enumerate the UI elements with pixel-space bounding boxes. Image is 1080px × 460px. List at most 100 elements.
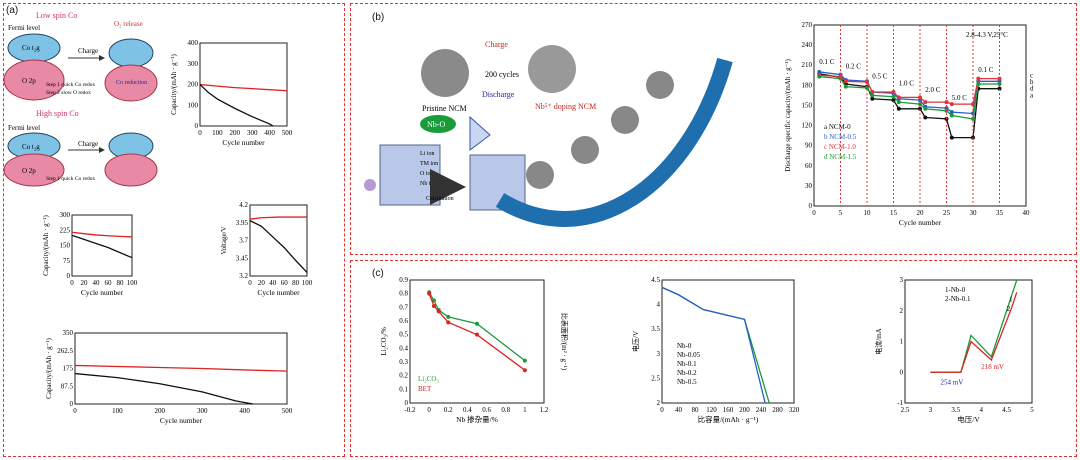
b-schematic: Charge 200 cycles Discharge Pristine NCM… xyxy=(364,40,733,227)
series-line xyxy=(249,216,307,220)
y-tick-label: 120 xyxy=(802,122,813,130)
x-axis-label: 电压/V xyxy=(957,414,980,424)
legend-entry: Nb-0.2 xyxy=(677,369,697,377)
nb-source xyxy=(364,179,376,191)
data-point xyxy=(896,95,901,100)
chart-c3: 2.5 3 3.5 4 4.5 5-10123电压/V电流/mA1-Nb-02-Nb-0.… xyxy=(874,276,1034,424)
rate-label: 5.0 C xyxy=(952,94,968,102)
legend-entry: Nb-0 xyxy=(677,342,692,350)
x-axis-label: Cycle number xyxy=(222,138,265,147)
y-tick-label: 3.45 xyxy=(236,254,249,262)
data-point xyxy=(865,86,869,91)
plot-frame xyxy=(74,332,288,405)
side-label: d xyxy=(1030,85,1034,93)
b-discharge: Discharge xyxy=(482,90,515,99)
x-tick-label: 4 xyxy=(979,406,983,414)
series-line xyxy=(71,234,133,259)
x-tick-label: 0.6 xyxy=(482,406,491,414)
legend-entry: Nb-0.05 xyxy=(677,351,701,359)
x-tick-label: 300 xyxy=(247,129,258,137)
y-tick-label: 0.5 xyxy=(399,331,408,339)
charge-2: Charge xyxy=(78,140,98,148)
rate-label: 0.5 C xyxy=(872,73,888,81)
series-line xyxy=(819,74,1000,105)
x-tick-label: 400 xyxy=(264,129,275,137)
x-tick-label: 3.5 xyxy=(951,406,960,414)
series-line xyxy=(71,231,133,238)
y-tick-label: 150 xyxy=(60,242,71,250)
x-tick-label: 80 xyxy=(692,406,700,414)
x-axis-label: Cycle number xyxy=(160,416,203,425)
b-doped: Nb⁵⁺ doping NCM xyxy=(535,102,596,111)
y-tick-label: 240 xyxy=(802,41,813,49)
data-point xyxy=(997,81,1002,86)
y-tick-label: 4 xyxy=(657,301,661,309)
x-tick-label: 200 xyxy=(230,129,241,137)
curve-number-2: 2 xyxy=(1007,305,1011,313)
x-tick-label: 5 xyxy=(1030,406,1034,414)
b-cycles: 200 cycles xyxy=(485,70,519,79)
data-point xyxy=(971,102,975,107)
x-tick-label: 60 xyxy=(105,279,113,287)
y-tick-label: 3.5 xyxy=(651,325,660,333)
legend-entry: a NCM-0 xyxy=(824,123,851,131)
data-point xyxy=(522,368,527,373)
data-point xyxy=(918,102,922,107)
y-tick-label: 3 xyxy=(657,350,661,358)
y-tick-label: 4.2 xyxy=(239,201,248,209)
data-point xyxy=(870,93,875,98)
calcination: Calcination xyxy=(426,196,454,202)
data-point xyxy=(949,102,954,107)
x-tick-label: 100 xyxy=(127,279,138,287)
x-tick-label: 0 xyxy=(70,279,74,287)
x-tick-label: 80 xyxy=(292,279,300,287)
x-tick-label: 1.2 xyxy=(540,406,549,414)
y-tick-label: 2 xyxy=(657,399,661,407)
nbo-badge xyxy=(420,115,456,133)
side-label: b xyxy=(1030,78,1034,86)
panel-b-label: (b) xyxy=(372,12,385,23)
nbo-label: Nb-O xyxy=(427,120,445,129)
legend-bet: BET xyxy=(418,385,432,393)
cot2g-1: Co t₂g xyxy=(22,44,40,52)
cot2g-2: Co t₂g xyxy=(22,143,40,151)
side-label: c xyxy=(1030,71,1033,79)
data-point xyxy=(949,135,954,140)
y-tick-label: 0 xyxy=(809,202,813,210)
y-tick-label: 200 xyxy=(188,81,199,89)
legend-entry: 1-Nb-0 xyxy=(945,286,966,294)
y-tick-label: 4.5 xyxy=(651,276,660,284)
high-spin-label: High spin Co xyxy=(36,109,79,118)
o-band-1b xyxy=(104,64,158,102)
data-point xyxy=(891,90,896,95)
step1: Step 1 quick Co redox xyxy=(46,82,95,88)
chart-a3: 0 20 40 60 80 100 3.2 3.45 3.7 3.95 4.2 Cycle numbe… xyxy=(220,201,313,297)
data-point xyxy=(870,96,875,101)
marker-254: 254 mV xyxy=(941,379,964,387)
y-axis-label: Capacity/(mAh · g⁻¹) xyxy=(42,215,50,276)
pristine-particle xyxy=(421,49,469,97)
y-tick-label: 180 xyxy=(802,81,813,89)
x-tick-label: 10 xyxy=(864,209,872,217)
chart-b-rate: 0 5 10 15 20 25 30 35 40 0 30 60 90 120 150 180 210 240 27… xyxy=(784,21,1034,227)
marker-218: 218 mV xyxy=(981,363,1004,371)
o2p-1: O 2p xyxy=(22,77,36,85)
b-pristine: Pristine NCM xyxy=(422,104,467,113)
y-tick-label: 0.2 xyxy=(399,372,408,380)
series-line xyxy=(74,372,254,405)
x-tick-label: 1 xyxy=(523,406,527,414)
x-tick-label: 0 xyxy=(198,129,202,137)
data-point xyxy=(923,100,928,105)
y-tick-label: 175 xyxy=(63,365,74,373)
x-tick-label: 0.8 xyxy=(501,406,510,414)
y-tick-label: 0 xyxy=(405,399,409,407)
x-tick-label: 40 xyxy=(93,279,101,287)
legend-o: O ion xyxy=(420,171,434,177)
o2p-2: O 2p xyxy=(22,167,36,175)
x-tick-label: 200 xyxy=(739,406,750,414)
rate-label: 2.0 C xyxy=(925,86,941,94)
rate-label: 0.2 C xyxy=(846,63,862,71)
x-tick-label: 0 xyxy=(248,279,252,287)
data-point xyxy=(522,358,527,363)
